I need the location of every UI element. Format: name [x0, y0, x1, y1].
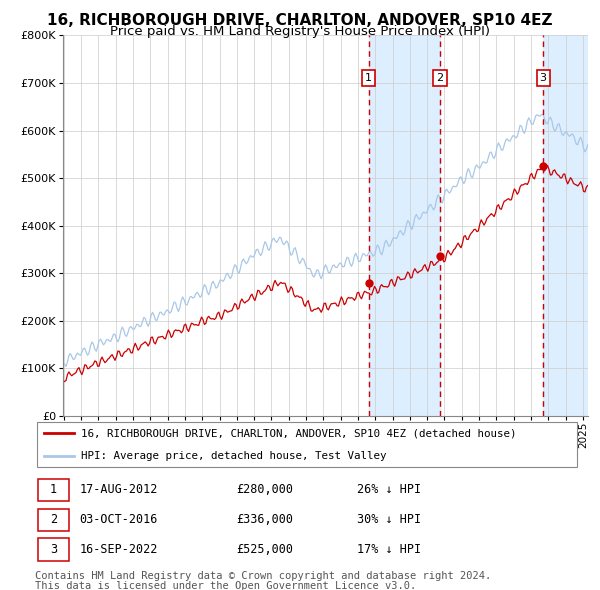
- Text: 3: 3: [539, 73, 547, 83]
- Text: Contains HM Land Registry data © Crown copyright and database right 2024.: Contains HM Land Registry data © Crown c…: [35, 571, 491, 581]
- Text: 17-AUG-2012: 17-AUG-2012: [80, 483, 158, 496]
- Text: HPI: Average price, detached house, Test Valley: HPI: Average price, detached house, Test…: [82, 451, 387, 461]
- Text: 16, RICHBOROUGH DRIVE, CHARLTON, ANDOVER, SP10 4EZ (detached house): 16, RICHBOROUGH DRIVE, CHARLTON, ANDOVER…: [82, 428, 517, 438]
- FancyBboxPatch shape: [37, 422, 577, 467]
- Text: £525,000: £525,000: [236, 543, 293, 556]
- Text: 2: 2: [50, 513, 57, 526]
- Text: 16, RICHBOROUGH DRIVE, CHARLTON, ANDOVER, SP10 4EZ: 16, RICHBOROUGH DRIVE, CHARLTON, ANDOVER…: [47, 13, 553, 28]
- Text: 2: 2: [437, 73, 443, 83]
- Bar: [369, 35, 440, 416]
- Text: £336,000: £336,000: [236, 513, 293, 526]
- Bar: [543, 35, 588, 416]
- Text: 17% ↓ HPI: 17% ↓ HPI: [357, 543, 421, 556]
- Text: 03-OCT-2016: 03-OCT-2016: [80, 513, 158, 526]
- Text: £280,000: £280,000: [236, 483, 293, 496]
- FancyBboxPatch shape: [38, 539, 68, 561]
- Text: 1: 1: [50, 483, 57, 496]
- FancyBboxPatch shape: [38, 478, 68, 501]
- Text: 3: 3: [50, 543, 57, 556]
- Text: 30% ↓ HPI: 30% ↓ HPI: [357, 513, 421, 526]
- Text: This data is licensed under the Open Government Licence v3.0.: This data is licensed under the Open Gov…: [35, 581, 416, 590]
- Text: 26% ↓ HPI: 26% ↓ HPI: [357, 483, 421, 496]
- Text: Price paid vs. HM Land Registry's House Price Index (HPI): Price paid vs. HM Land Registry's House …: [110, 25, 490, 38]
- Text: 16-SEP-2022: 16-SEP-2022: [80, 543, 158, 556]
- FancyBboxPatch shape: [38, 509, 68, 531]
- Text: 1: 1: [365, 73, 372, 83]
